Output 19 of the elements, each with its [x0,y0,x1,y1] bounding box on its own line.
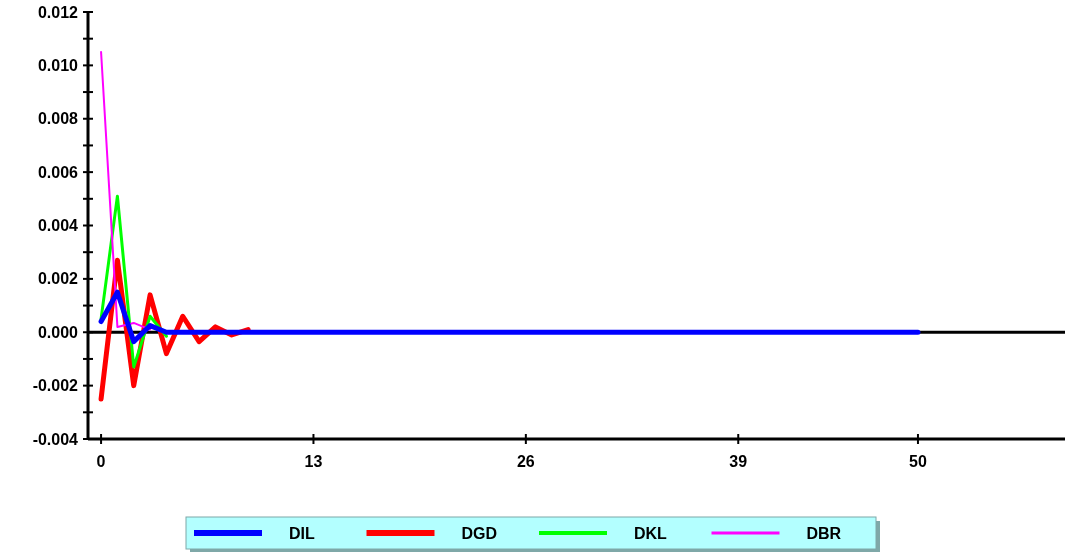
line-series [100,51,152,331]
legend-label: DKL [634,524,668,542]
y-tick-label: 0.000 [37,323,79,341]
y-tick-label: 0.010 [37,56,79,74]
x-tick-label: 13 [304,453,323,470]
legend-label: DGD [461,524,498,542]
legend-label: DIL [289,524,315,542]
x-tick-label: 0 [96,453,106,470]
y-tick-label: -0.004 [32,430,79,448]
y-tick-label: 0.004 [37,217,79,235]
y-tick-label: -0.002 [32,377,79,395]
x-tick-label: 39 [729,453,748,470]
y-tick-label: 0.008 [37,110,79,128]
y-tick-label: 0.002 [37,270,79,288]
legend-label: DBR [806,524,842,542]
x-tick-label: 50 [909,453,927,470]
y-tick-label: 0.012 [37,3,79,21]
x-tick-label: 26 [516,453,535,470]
y-tick-label: 0.006 [37,163,79,181]
